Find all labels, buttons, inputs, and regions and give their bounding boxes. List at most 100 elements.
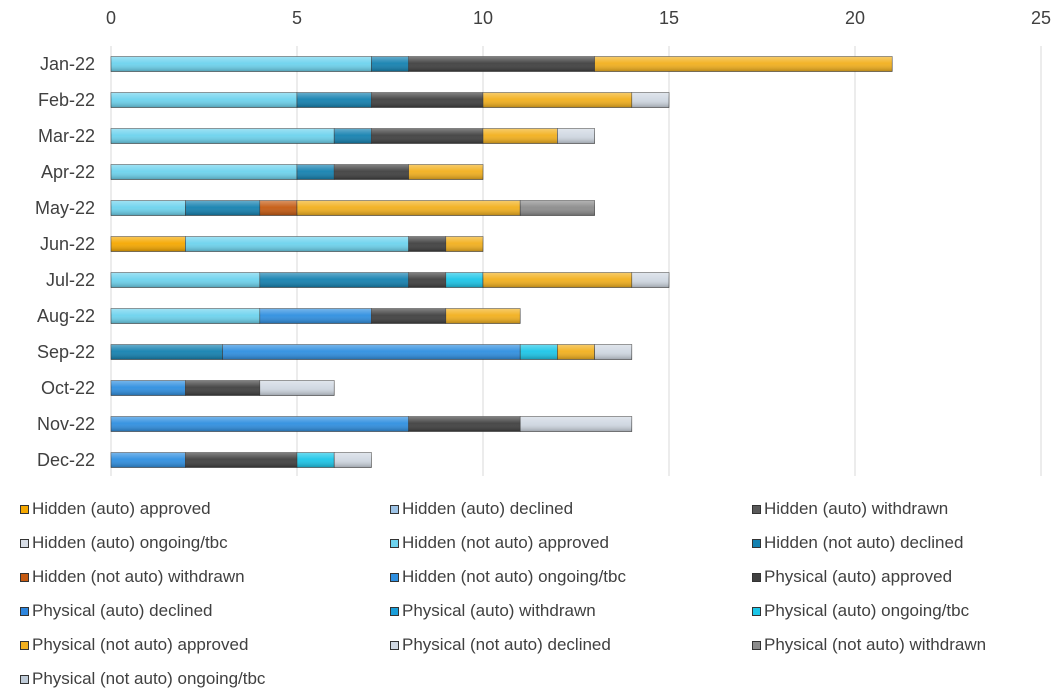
bar-segment [110, 416, 409, 432]
bar-segment [185, 452, 298, 468]
legend-item: Physical (auto) withdrawn [390, 599, 596, 623]
category-label: Feb-22 [38, 90, 95, 110]
legend-swatch [752, 572, 761, 582]
legend-label: Hidden (auto) ongoing/tbc [32, 533, 228, 552]
legend-label: Hidden (not auto) declined [764, 533, 964, 552]
bar-segment [371, 56, 409, 72]
legend-swatch [20, 674, 29, 684]
bar-segment [259, 272, 409, 288]
bar-segment [408, 272, 447, 288]
bar-segment [408, 164, 484, 180]
bar-segment [110, 164, 298, 180]
bar-segment [445, 308, 521, 324]
x-tick-label: 5 [292, 8, 302, 28]
legend-item: Hidden (not auto) declined [752, 531, 963, 555]
legend-item: Physical (auto) declined [20, 599, 212, 623]
bar-segment [557, 344, 595, 360]
legend-swatch [390, 538, 399, 548]
legend-label: Physical (auto) ongoing/tbc [764, 601, 970, 620]
bar-segment [296, 452, 335, 468]
category-label: Jun-22 [40, 234, 95, 254]
legend-swatch [752, 538, 761, 548]
x-tick-label: 25 [1031, 8, 1051, 28]
bar-segment [519, 200, 595, 216]
bar-segment [185, 380, 261, 396]
legend-swatch [752, 606, 761, 616]
bar-segment [445, 236, 484, 252]
legend-label: Physical (not auto) approved [32, 635, 249, 654]
bar-segment [259, 200, 298, 216]
bar-segment [110, 380, 186, 396]
bar-segment [482, 92, 633, 108]
bar-segment [594, 56, 893, 72]
bar-segment [222, 344, 521, 360]
bar-segment [110, 344, 223, 360]
legend-label: Physical (not auto) withdrawn [764, 635, 987, 654]
legend-item: Hidden (auto) approved [20, 497, 211, 521]
legend-item: Physical (not auto) declined [390, 633, 611, 657]
bar-segment [408, 236, 447, 252]
bar-segment [371, 308, 447, 324]
x-axis-ticks: 0 5 10 15 20 25 [106, 8, 1051, 28]
bar-segment [333, 452, 372, 468]
x-tick-label: 15 [659, 8, 679, 28]
bar-segment [519, 344, 558, 360]
bar-segment [296, 200, 521, 216]
legend-swatch [390, 640, 399, 650]
bar-segment [110, 452, 186, 468]
legend-swatch [20, 504, 29, 514]
category-label: Dec-22 [37, 450, 95, 470]
bar-segment [110, 236, 186, 252]
legend-item: Physical (auto) approved [752, 565, 952, 589]
legend-item: Physical (not auto) withdrawn [752, 633, 986, 657]
bar-segment [371, 92, 484, 108]
bar-segment [110, 200, 186, 216]
bar-segment [445, 272, 484, 288]
bar-segment [631, 92, 670, 108]
legend-label: Hidden (auto) withdrawn [764, 499, 949, 518]
category-label: Apr-22 [41, 162, 95, 182]
legend-item: Hidden (not auto) withdrawn [20, 565, 245, 589]
legend-label: Hidden (not auto) approved [402, 533, 609, 552]
bar-segment [110, 56, 372, 72]
bar-segment [185, 236, 409, 252]
bar-segment [631, 272, 670, 288]
legend-item: Hidden (auto) withdrawn [752, 497, 948, 521]
gridlines [110, 46, 1042, 476]
legend-swatch [20, 538, 29, 548]
category-label: Sep-22 [37, 342, 95, 362]
legend-item: Hidden (auto) declined [390, 497, 573, 521]
bar-segment [482, 272, 633, 288]
bar-segment [110, 308, 261, 324]
legend-swatch [752, 640, 761, 650]
legend-label: Physical (not auto) declined [402, 635, 611, 654]
legend-item: Hidden (not auto) ongoing/tbc [390, 565, 626, 589]
x-tick-label: 20 [845, 8, 865, 28]
category-labels: Jan-22 Feb-22 Mar-22 Apr-22 May-22 Jun-22 Jul-… [35, 54, 95, 470]
category-label: Nov-22 [37, 414, 95, 434]
legend: Hidden (auto) approved Hidden (auto) decl… [20, 497, 1061, 697]
bar-segment [296, 164, 335, 180]
legend-item: Physical (not auto) ongoing/tbc [20, 667, 265, 691]
bar-segment [259, 308, 372, 324]
legend-swatch [390, 606, 399, 616]
category-label: Oct-22 [41, 378, 95, 398]
legend-label: Physical (not auto) ongoing/tbc [32, 669, 266, 688]
bar-segment [333, 164, 409, 180]
legend-item: Physical (auto) ongoing/tbc [752, 599, 969, 623]
category-label: Jul-22 [46, 270, 95, 290]
bar-segment [371, 128, 484, 144]
bar-segment [557, 128, 595, 144]
bar-segment [296, 92, 372, 108]
x-tick-label: 10 [473, 8, 493, 28]
bar-segment [110, 92, 298, 108]
bar-segment [519, 416, 633, 432]
legend-item: Hidden (auto) ongoing/tbc [20, 531, 228, 555]
legend-label: Physical (auto) withdrawn [402, 601, 596, 620]
legend-swatch [20, 572, 29, 582]
bars [110, 56, 893, 468]
bar-segment [110, 272, 261, 288]
legend-swatch [390, 504, 399, 514]
category-label: Jan-22 [40, 54, 95, 74]
